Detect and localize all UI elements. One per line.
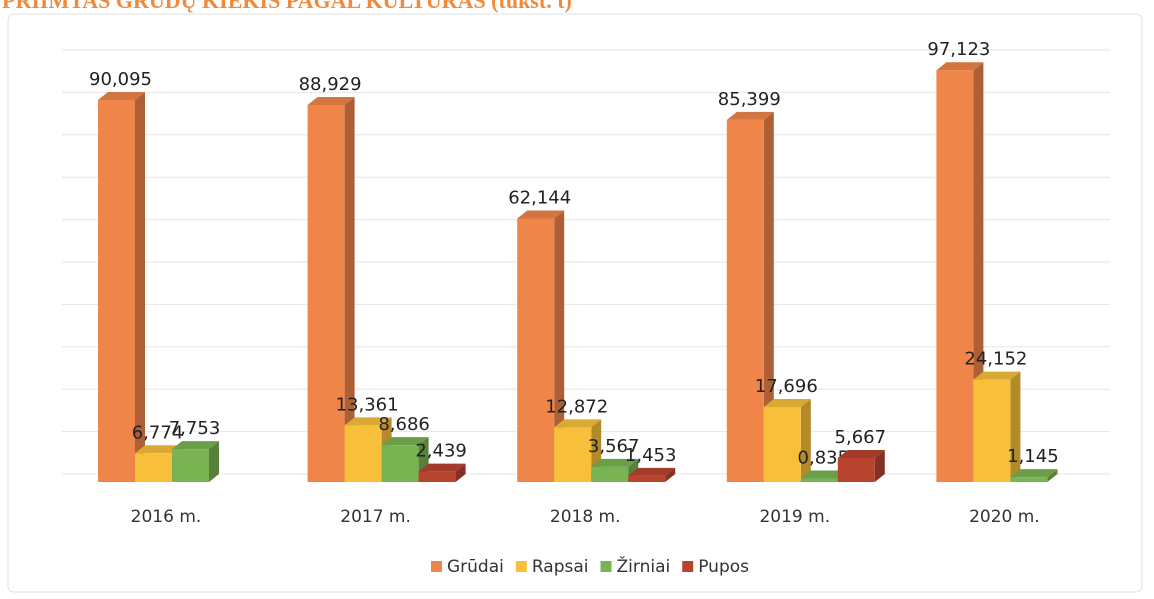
bar-top bbox=[837, 449, 885, 458]
bar-top bbox=[517, 210, 565, 219]
data-label: 3,567 bbox=[588, 436, 640, 457]
legend-swatch bbox=[430, 561, 442, 572]
bar-side bbox=[1010, 371, 1021, 482]
bar bbox=[973, 379, 1011, 482]
data-label: 0,835 bbox=[798, 447, 850, 468]
bar bbox=[554, 427, 592, 482]
bar-top bbox=[172, 441, 219, 450]
data-label: 17,696 bbox=[755, 376, 818, 397]
bar bbox=[726, 119, 764, 483]
bar-top bbox=[800, 470, 848, 479]
x-tick-label: 2018 m. bbox=[550, 507, 621, 527]
bar-top bbox=[973, 371, 1021, 380]
bar bbox=[800, 478, 838, 482]
legend-label: Grūdai bbox=[447, 557, 504, 577]
data-label: 90,095 bbox=[89, 69, 152, 90]
bar bbox=[418, 471, 456, 482]
bar-side bbox=[1047, 469, 1058, 482]
bar-top bbox=[344, 417, 392, 426]
bar bbox=[344, 425, 382, 482]
bar-top bbox=[418, 463, 466, 472]
bar bbox=[98, 99, 135, 483]
bar bbox=[628, 475, 666, 482]
x-tick-label: 2019 m. bbox=[759, 507, 830, 527]
bar-top bbox=[381, 437, 429, 446]
data-label: 1,145 bbox=[1007, 446, 1059, 467]
chart-title: PRIIMTAS GRŪDŲ KIEKIS PAGAL KULTŪRAS (tū… bbox=[2, 0, 572, 13]
legend-swatch bbox=[600, 561, 612, 572]
bar-top bbox=[936, 62, 984, 71]
legend-swatch bbox=[682, 561, 694, 572]
legend-label: Žirniai bbox=[617, 555, 671, 577]
bar bbox=[837, 457, 875, 482]
legend-swatch bbox=[515, 561, 527, 572]
legend-label: Rapsai bbox=[532, 557, 589, 577]
chart-border bbox=[7, 13, 1143, 593]
data-label: 2,439 bbox=[415, 441, 467, 462]
bar-side bbox=[874, 449, 885, 482]
bar-top bbox=[591, 458, 639, 467]
data-label: 7,753 bbox=[169, 418, 221, 439]
x-tick-label: 2016 m. bbox=[131, 507, 202, 527]
bar-side bbox=[800, 398, 811, 482]
data-label: 5,667 bbox=[835, 427, 887, 448]
bar-top bbox=[1010, 469, 1058, 478]
bar-side bbox=[763, 111, 774, 483]
data-label: 62,144 bbox=[508, 188, 571, 209]
bar bbox=[763, 406, 801, 482]
data-label: 85,399 bbox=[718, 89, 781, 110]
data-label: 24,152 bbox=[964, 349, 1027, 370]
bar-top bbox=[554, 419, 602, 428]
bar-top bbox=[307, 96, 355, 105]
bar-side bbox=[344, 96, 355, 482]
bar-top bbox=[98, 91, 145, 100]
bar-side bbox=[135, 91, 145, 483]
data-label: 13,361 bbox=[336, 394, 399, 415]
bar bbox=[517, 218, 555, 482]
bar bbox=[135, 453, 172, 482]
bar-side bbox=[665, 467, 676, 482]
data-label: 8,686 bbox=[378, 414, 430, 435]
data-label: 88,929 bbox=[299, 74, 362, 95]
bar-side bbox=[554, 210, 565, 482]
bar-side bbox=[209, 441, 219, 482]
bar bbox=[307, 104, 345, 482]
data-label: 97,123 bbox=[927, 39, 990, 60]
bar-top bbox=[135, 445, 182, 454]
bar bbox=[591, 466, 629, 482]
data-label: 1,453 bbox=[625, 445, 677, 466]
legend-label: Pupos bbox=[698, 557, 749, 577]
bar-top bbox=[763, 398, 811, 407]
data-label: 6,774 bbox=[132, 422, 184, 443]
bar-top bbox=[628, 467, 676, 476]
bar bbox=[1010, 477, 1048, 482]
bar bbox=[381, 445, 419, 482]
bar bbox=[936, 70, 974, 482]
x-tick-label: 2020 m. bbox=[969, 507, 1040, 527]
bar-top bbox=[726, 111, 774, 120]
bar bbox=[172, 449, 209, 482]
bar-side bbox=[455, 463, 466, 482]
data-label: 12,872 bbox=[545, 396, 608, 417]
x-tick-label: 2017 m. bbox=[340, 507, 411, 527]
